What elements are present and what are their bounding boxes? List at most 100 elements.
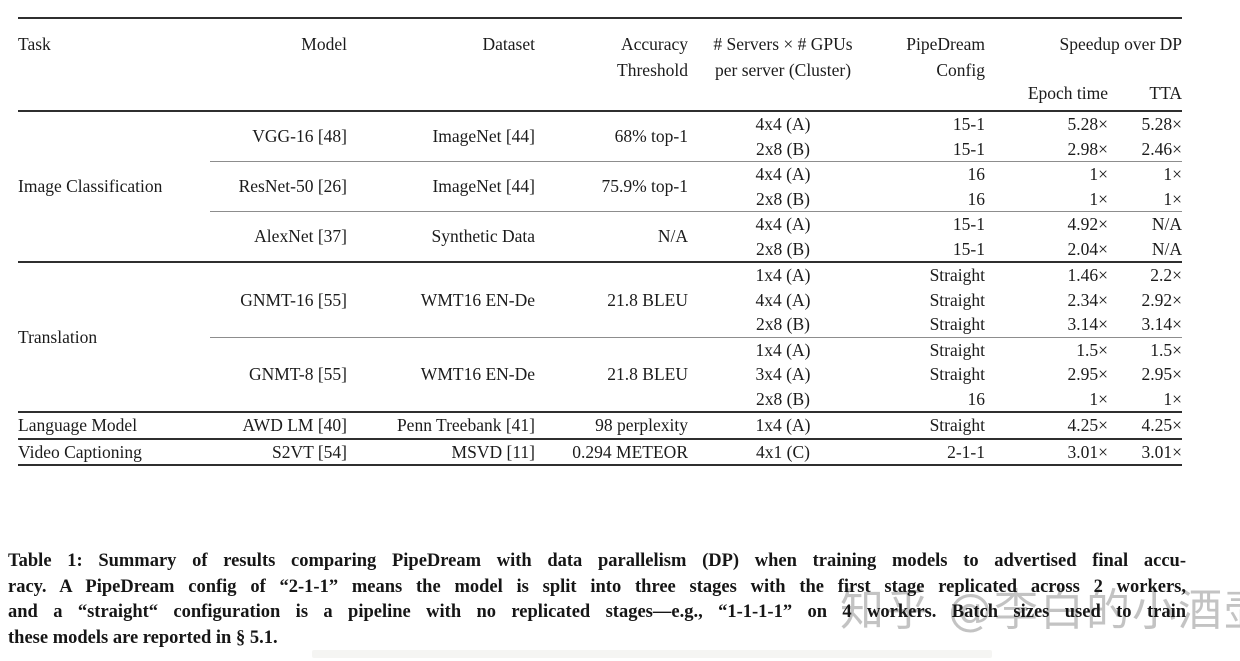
zhihu-watermark: 知乎 @李白的小酒壶 [840, 585, 1240, 636]
header-accuracy-line1: Accuracy [620, 34, 688, 54]
cell-model: ResNet-50 [26] [210, 161, 347, 212]
cell-dataset: ImageNet [44] [347, 111, 535, 162]
table-row: Image Classification VGG-16 [48] ImageNe… [18, 111, 1183, 263]
col-header-cluster: # Servers × # GPUs per server (Cluster) [688, 18, 878, 112]
cell-cluster: 2x8 (B) [688, 386, 878, 413]
cell-cluster: 2x8 (B) [688, 136, 878, 162]
cell-model: AlexNet [37] [210, 211, 347, 263]
cell-epoch-speedup: 2.95× [1067, 364, 1109, 384]
cell-cluster: 3x4 (A) [755, 364, 811, 384]
cell-cluster: 4x4 (A) [755, 214, 811, 234]
table-row: 2x8 (B) 15-1 2.04× N/A [18, 236, 1183, 263]
table-caption: Table 1: Summary of results comparing Pi… [8, 549, 1186, 652]
header-config-line2: Config [936, 60, 985, 80]
cell-config: Straight [929, 265, 985, 285]
header-accuracy-line2: Threshold [617, 60, 688, 80]
cell-model: GNMT-8 [55] [210, 337, 347, 413]
cell-config: 2-1-1 [947, 441, 985, 462]
table-row: Video Captioning S2VT [54] MSVD [11] 0.2… [18, 439, 1182, 466]
cell-epoch-speedup: 4.92× [1067, 214, 1109, 234]
cell-tta-speedup: 3.01× [1141, 441, 1183, 462]
cell-config: Straight [929, 364, 985, 384]
cell-model: AWD LM [40] [210, 412, 347, 440]
table-row: GNMT-8 [55] WMT16 EN-De 21.8 BLEU 1x4 (A… [18, 337, 1183, 413]
cell-config: Straight [929, 339, 985, 360]
cell-config: 15-1 [952, 114, 985, 134]
header-cluster-line2: per server (Cluster) [714, 60, 852, 80]
cell-dataset: Penn Treebank [41] [347, 412, 535, 440]
cell-accuracy: 0.294 METEOR [572, 441, 688, 462]
caption-line: Table 1: Summary of results comparing Pi… [8, 551, 1186, 571]
cell-tta-speedup: 1× [1108, 186, 1183, 212]
cell-config: 15-1 [878, 236, 985, 263]
cell-epoch-speedup: 3.01× [1067, 441, 1109, 462]
cell-accuracy: N/A [535, 211, 688, 263]
cell-tta-speedup: 1× [1108, 386, 1183, 413]
cell-dataset: WMT16 EN-De [347, 337, 535, 413]
cell-tta-speedup: 2.92× [1141, 289, 1183, 310]
cell-accuracy: 98 perplexity [535, 412, 688, 440]
col-header-speedup: Speedup over DP [985, 18, 1182, 76]
header-task-label: Task [18, 34, 51, 54]
cell-epoch-speedup: 1× [985, 186, 1108, 212]
cell-cluster: 1x4 (A) [755, 265, 811, 285]
cell-epoch-speedup: 4.25× [985, 412, 1108, 440]
cell-tta-speedup: 2.2× [1150, 265, 1183, 285]
col-header-pipedream-config: PipeDream Config [878, 18, 985, 112]
cell-accuracy: 75.9% top-1 [535, 161, 688, 212]
col-header-model: Model [210, 18, 347, 112]
table-row: 2x8 (B) Straight 3.14× 3.14× [18, 312, 1183, 338]
cell-epoch-speedup: 1× [1089, 164, 1108, 184]
cell-tta-speedup: 1× [1163, 164, 1183, 184]
cell-epoch-speedup: 5.28× [1067, 114, 1109, 134]
table-row: 2x8 (B) 16 1× 1× [18, 386, 1183, 413]
header-speedup-label: Speedup over DP [1059, 34, 1183, 54]
cell-dataset: ImageNet [44] [347, 161, 535, 212]
cell-cluster: 2x8 (B) [688, 236, 878, 263]
caption-line: racy. A PipeDream config of “2-1-1” mean… [8, 576, 1186, 597]
cell-cluster: 4x4 (A) [755, 114, 811, 134]
cell-dataset: Synthetic Data [347, 211, 535, 263]
cell-tta-speedup: 2.46× [1108, 136, 1183, 162]
cell-tta-speedup: 3.14× [1108, 312, 1183, 338]
results-table: Task Model Dataset Accuracy Threshold # … [18, 17, 1183, 466]
cell-tta-speedup: 1.5× [1150, 339, 1183, 360]
cell-config: 16 [967, 164, 986, 184]
col-header-task: Task [18, 18, 210, 112]
cell-config: 15-1 [952, 214, 985, 234]
cell-tta-speedup: N/A [1151, 214, 1183, 234]
table-row: AlexNet [37] Synthetic Data N/A 4x4 (A) … [18, 211, 1183, 263]
cell-epoch-speedup: 3.14× [985, 312, 1108, 338]
cell-accuracy: 21.8 BLEU [535, 337, 688, 413]
caption-line: these models are reported in § 5.1. [8, 628, 278, 649]
cell-cluster: 2x8 (B) [688, 312, 878, 338]
cell-cluster: 1x4 (A) [755, 339, 811, 360]
table-row: 4x4 (A) Straight 2.34× 2.92× [18, 288, 1182, 313]
cell-config: 16 [878, 386, 985, 413]
cell-cluster: 4x1 (C) [756, 441, 810, 462]
cell-task: Image Classification [18, 111, 210, 263]
cell-cluster: 1x4 (A) [688, 412, 878, 440]
cell-epoch-speedup: 1× [985, 386, 1108, 413]
table-row: ResNet-50 [26] ImageNet [44] 75.9% top-1… [18, 161, 1183, 212]
cell-dataset: WMT16 EN-De [347, 262, 535, 338]
cell-model: VGG-16 [48] [210, 111, 347, 162]
cell-model: S2VT [54] [271, 441, 347, 462]
cell-tta-speedup: N/A [1108, 236, 1183, 263]
cell-epoch-speedup: 1.5× [1076, 339, 1108, 360]
table-row: 3x4 (A) Straight 2.95× 2.95× [18, 362, 1182, 387]
header-config-line1: PipeDream [906, 34, 985, 54]
cell-cluster: 2x8 (B) [688, 186, 878, 212]
cell-tta-speedup: 4.25× [1108, 412, 1183, 440]
cell-config: Straight [929, 289, 985, 310]
cell-accuracy: 21.8 BLEU [535, 262, 688, 338]
cell-cluster: 4x4 (A) [755, 164, 811, 184]
col-header-dataset: Dataset [347, 18, 535, 112]
col-header-accuracy-threshold: Accuracy Threshold [535, 18, 688, 112]
cell-tta-speedup: 5.28× [1141, 114, 1183, 134]
cell-model: GNMT-16 [55] [210, 262, 347, 338]
cell-task: Translation [18, 262, 210, 413]
table-row: 2x8 (B) 16 1× 1× [18, 186, 1183, 212]
cell-config: Straight [878, 412, 985, 440]
